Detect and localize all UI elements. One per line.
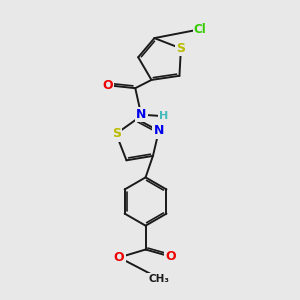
Text: CH₃: CH₃ <box>148 274 169 284</box>
Text: O: O <box>114 251 124 264</box>
Text: O: O <box>165 250 176 263</box>
Text: S: S <box>112 127 121 140</box>
Text: Cl: Cl <box>194 23 206 36</box>
Text: H: H <box>159 111 168 121</box>
Text: N: N <box>154 124 164 137</box>
Text: S: S <box>176 42 185 55</box>
Text: N: N <box>136 108 146 121</box>
Text: O: O <box>102 79 112 92</box>
